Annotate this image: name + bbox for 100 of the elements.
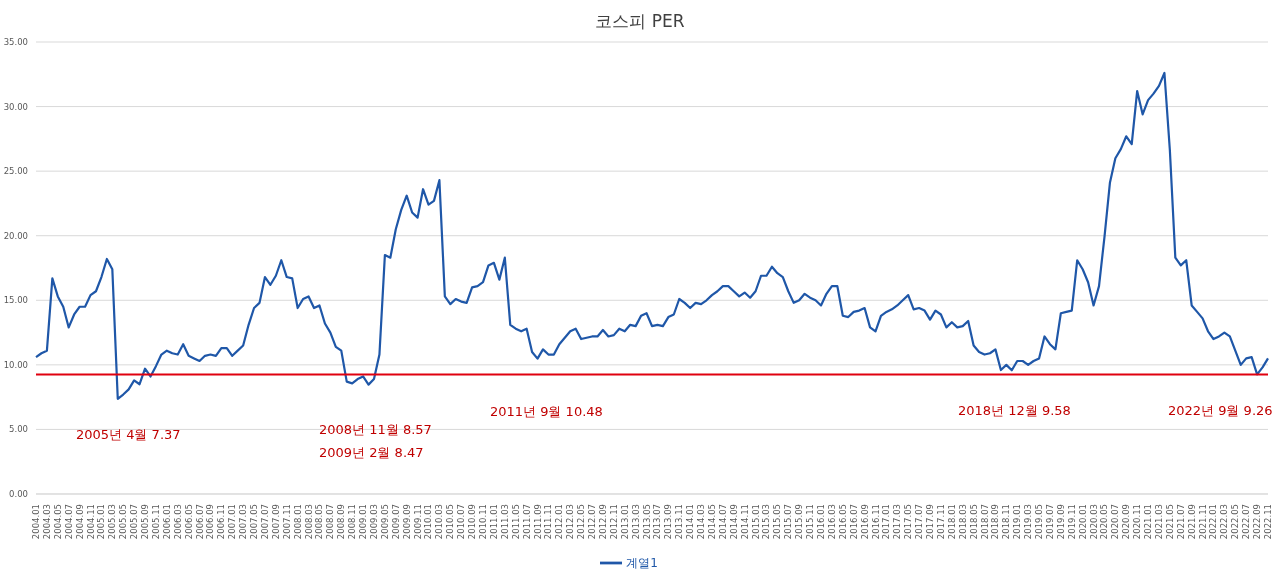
x-tick-label: 2014.01 [685, 504, 696, 540]
x-tick-label: 2008.03 [303, 504, 314, 540]
y-tick-label: 35.00 [3, 37, 28, 48]
x-tick-label: 2009.05 [379, 504, 390, 540]
x-tick-label: 2016.01 [815, 504, 826, 540]
x-tick-label: 2010.09 [467, 504, 478, 540]
x-tick-label: 2015.07 [783, 504, 794, 540]
x-tick-label: 2007.01 [227, 504, 238, 540]
x-tick-label: 2015.09 [794, 504, 805, 540]
line-series [34, 71, 1270, 400]
x-tick-label: 2020.11 [1132, 504, 1143, 540]
annotation: 2018년 12월 9.58 [958, 402, 1071, 420]
x-tick-label: 2010.07 [456, 504, 467, 540]
x-tick-label: 2009.11 [412, 504, 423, 540]
x-tick-label: 2017.09 [925, 504, 936, 540]
x-tick-label: 2013.07 [652, 504, 663, 540]
x-tick-label: 2007.07 [259, 504, 270, 540]
x-tick-label: 2015.03 [761, 504, 772, 540]
x-tick-label: 2005.11 [150, 504, 161, 540]
x-tick-label: 2014.07 [717, 504, 728, 540]
x-tick-label: 2021.03 [1153, 504, 1164, 540]
x-tick-label: 2019.05 [1034, 504, 1045, 540]
x-tick-label: 2011.03 [499, 504, 510, 540]
x-tick-label: 2020.01 [1077, 504, 1088, 540]
x-tick-label: 2008.05 [314, 504, 325, 540]
x-tick-label: 2009.07 [390, 504, 401, 540]
x-tick-label: 2012.05 [576, 504, 587, 540]
x-tick-label: 2014.05 [706, 504, 717, 540]
x-tick-label: 2022.09 [1252, 504, 1263, 540]
x-tick-label: 2017.07 [914, 504, 925, 540]
x-tick-label: 2022.11 [1263, 504, 1273, 540]
x-tick-label: 2009.03 [368, 504, 379, 540]
x-tick-label: 2022.07 [1241, 504, 1252, 540]
x-tick-label: 2006.01 [161, 504, 172, 540]
x-tick-label: 2007.03 [238, 504, 249, 540]
x-tick-label: 2018.01 [946, 504, 957, 540]
x-tick-label: 2016.03 [826, 504, 837, 540]
x-tick-label: 2013.09 [663, 504, 674, 540]
x-tick-label: 2020.07 [1110, 504, 1121, 540]
x-tick-label: 2019.07 [1044, 504, 1055, 540]
x-tick-label: 2013.03 [630, 504, 641, 540]
x-tick-label: 2017.03 [892, 504, 903, 540]
x-tick-label: 2008.11 [347, 504, 358, 540]
x-tick-label: 2005.03 [107, 504, 118, 540]
x-tick-label: 2022.03 [1219, 504, 1230, 540]
x-tick-label: 2004.03 [41, 504, 52, 540]
x-tick-label: 2013.01 [619, 504, 630, 540]
chart-title: 코스피 PER [594, 10, 686, 33]
annotation: 2011년 9월 10.48 [490, 403, 603, 421]
x-tick-label: 2022.05 [1230, 504, 1241, 540]
x-tick-label: 2022.01 [1208, 504, 1219, 540]
annotation: 2005년 4월 7.37 [76, 426, 181, 444]
x-tick-label: 2011.01 [488, 504, 499, 540]
x-tick-label: 2016.09 [859, 504, 870, 540]
x-tick-label: 2019.09 [1055, 504, 1066, 540]
x-tick-label: 2004.09 [74, 504, 85, 540]
annotation: 2008년 11월 8.57 [319, 421, 432, 439]
x-tick-label: 2016.05 [837, 504, 848, 540]
x-tick-label: 2012.03 [565, 504, 576, 540]
x-tick-label: 2021.07 [1175, 504, 1186, 540]
x-tick-label: 2020.05 [1099, 504, 1110, 540]
x-tick-label: 2008.01 [292, 504, 303, 540]
x-tick-label: 2018.07 [979, 504, 990, 540]
y-tick-label: 5.00 [9, 424, 28, 435]
x-tick-label: 2019.01 [1012, 504, 1023, 540]
y-tick-label: 0.00 [9, 489, 28, 500]
x-tick-label: 2005.01 [96, 504, 107, 540]
x-tick-label: 2017.01 [881, 504, 892, 540]
y-tick-label: 20.00 [3, 230, 28, 241]
x-tick-label: 2015.05 [772, 504, 783, 540]
x-tick-label: 2006.09 [205, 504, 216, 540]
annotation: 2022년 9월 9.26 [1168, 402, 1273, 420]
x-tick-label: 2021.11 [1197, 504, 1208, 540]
x-tick-label: 2013.11 [674, 504, 685, 540]
x-tick-label: 2007.09 [270, 504, 281, 540]
x-tick-label: 2017.05 [903, 504, 914, 540]
x-tick-label: 2006.05 [183, 504, 194, 540]
x-tick-label: 2007.05 [249, 504, 260, 540]
x-tick-label: 2015.01 [750, 504, 761, 540]
x-tick-label: 2009.09 [401, 504, 412, 540]
x-tick-label: 2006.03 [172, 504, 183, 540]
x-tick-label: 2010.01 [423, 504, 434, 540]
x-tick-label: 2005.05 [118, 504, 129, 540]
x-tick-label: 2004.05 [52, 504, 63, 540]
x-tick-label: 2005.09 [140, 504, 151, 540]
x-tick-label: 2014.11 [739, 504, 750, 540]
x-tick-label: 2020.09 [1121, 504, 1132, 540]
x-tick-label: 2016.07 [848, 504, 859, 540]
x-tick-label: 2006.07 [194, 504, 205, 540]
y-tick-label: 25.00 [3, 166, 28, 177]
x-tick-label: 2021.09 [1186, 504, 1197, 540]
x-tick-label: 2011.09 [532, 504, 543, 540]
x-tick-label: 2009.01 [358, 504, 369, 540]
y-tick-label: 15.00 [3, 295, 28, 306]
x-tick-label: 2017.11 [935, 504, 946, 540]
x-tick-label: 2005.07 [129, 504, 140, 540]
x-tick-label: 2006.11 [216, 504, 227, 540]
x-tick-label: 2012.11 [608, 504, 619, 540]
x-tick-label: 2008.07 [325, 504, 336, 540]
x-tick-label: 2021.01 [1143, 504, 1154, 540]
